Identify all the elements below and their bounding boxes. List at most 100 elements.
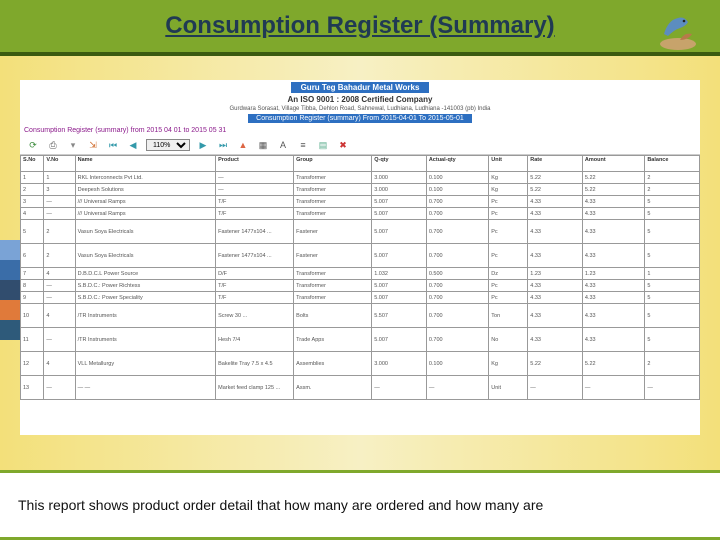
cell-bal: 5 [645, 208, 700, 220]
cell-rate: 1.23 [528, 268, 583, 280]
cell-prod: T/F [216, 280, 294, 292]
cell-vno: — [44, 376, 75, 400]
cell-name: /// Universal Ramps [75, 208, 216, 220]
zoom-select[interactable]: 110% [146, 139, 190, 151]
cell-aqty: — [426, 376, 488, 400]
cell-name: /TR Instruments [75, 304, 216, 328]
cell-bal: 2 [645, 172, 700, 184]
cell-name: /// Universal Ramps [75, 196, 216, 208]
font-icon[interactable]: A [276, 138, 290, 152]
cell-prod: Hesh 7/4 [216, 328, 294, 352]
cell-vno: — [44, 292, 75, 304]
cell-amt: 4.33 [582, 196, 644, 208]
cell-grp: Fastener [294, 220, 372, 244]
cell-unit: Kg [489, 172, 528, 184]
cell-amt: 4.33 [582, 292, 644, 304]
refresh-icon[interactable]: ⟳ [26, 138, 40, 152]
cell-sno: 6 [21, 244, 44, 268]
cell-rate: 4.33 [528, 208, 583, 220]
cell-aqty: 0.100 [426, 184, 488, 196]
report-toolbar: ⟳ ⎙ ▾ ⇲ ⏮ ◀ 110% ▶ ⏭ ▲ ▦ A ≡ ▤ ✖ [20, 136, 700, 155]
cell-qty: 5.007 [372, 244, 427, 268]
flame-icon[interactable]: ▲ [236, 138, 250, 152]
table-row: 11—/TR InstrumentsHesh 7/4Trade Apps5.00… [21, 328, 700, 352]
table-row: 23Deepesh Solutions—Transformer3.0000.10… [21, 184, 700, 196]
cell-qty: 5.007 [372, 280, 427, 292]
col-rate: Rate [528, 156, 583, 172]
last-page-icon[interactable]: ⏭ [216, 138, 230, 152]
side-stripes [0, 240, 20, 340]
table-row: 8—S.B.D.C.: Power RichtessT/FTransformer… [21, 280, 700, 292]
table-row: 4—/// Universal RampsT/FTransformer5.007… [21, 208, 700, 220]
col-amt: Amount [582, 156, 644, 172]
cell-qty: 1.032 [372, 268, 427, 280]
filter-icon[interactable]: ▾ [66, 138, 80, 152]
cell-unit: Pc [489, 244, 528, 268]
prev-page-icon[interactable]: ◀ [126, 138, 140, 152]
cell-unit: Pc [489, 220, 528, 244]
cell-bal: 5 [645, 328, 700, 352]
report-area: Guru Teg Bahadur Metal Works An ISO 9001… [20, 80, 700, 435]
cell-name: S.B.D.C.: Power Speciality [75, 292, 216, 304]
cell-grp: Bolts [294, 304, 372, 328]
register-title: Consumption Register (summary) From 2015… [248, 114, 472, 123]
cell-name: VLL Metallurgy [75, 352, 216, 376]
cell-grp: Transformer [294, 292, 372, 304]
cell-rate: 4.33 [528, 292, 583, 304]
cell-rate: 5.22 [528, 184, 583, 196]
cell-prod: D/F [216, 268, 294, 280]
table-icon[interactable]: ▤ [316, 138, 330, 152]
cell-grp: Assm. [294, 376, 372, 400]
cell-name: Deepesh Solutions [75, 184, 216, 196]
first-page-icon[interactable]: ⏮ [106, 138, 120, 152]
col-grp: Group [294, 156, 372, 172]
cell-grp: Transformer [294, 268, 372, 280]
cell-aqty: 0.700 [426, 292, 488, 304]
cell-amt: 5.22 [582, 184, 644, 196]
cell-sno: 7 [21, 268, 44, 280]
table-row: 9—S.B.D.C.: Power SpecialityT/FTransform… [21, 292, 700, 304]
cell-amt: 4.33 [582, 328, 644, 352]
cell-aqty: 0.700 [426, 196, 488, 208]
cell-rate: 4.33 [528, 220, 583, 244]
cell-sno: 3 [21, 196, 44, 208]
cell-aqty: 0.700 [426, 208, 488, 220]
cell-vno: 1 [44, 172, 75, 184]
cell-qty: 3.000 [372, 172, 427, 184]
next-page-icon[interactable]: ▶ [196, 138, 210, 152]
cell-rate: 4.33 [528, 328, 583, 352]
caption-text: This report shows product order detail t… [18, 497, 543, 513]
cell-bal: 5 [645, 220, 700, 244]
close-icon[interactable]: ✖ [336, 138, 350, 152]
cell-prod: — [216, 172, 294, 184]
cell-qty: 5.007 [372, 328, 427, 352]
print-icon[interactable]: ⎙ [46, 138, 60, 152]
cell-amt: 5.22 [582, 172, 644, 184]
grid-icon[interactable]: ▦ [256, 138, 270, 152]
cell-sno: 1 [21, 172, 44, 184]
toggle-icon[interactable]: ≡ [296, 138, 310, 152]
cell-amt: 5.22 [582, 352, 644, 376]
cell-grp: Assemblies [294, 352, 372, 376]
cell-amt: 4.33 [582, 220, 644, 244]
cell-vno: 2 [44, 220, 75, 244]
table-row: 11RKL Interconnects Pvt Ltd.—Transformer… [21, 172, 700, 184]
cell-bal: 5 [645, 280, 700, 292]
cell-name: — — [75, 376, 216, 400]
cell-bal: — [645, 376, 700, 400]
bird-logo [654, 4, 702, 52]
col-name: Name [75, 156, 216, 172]
cell-sno: 12 [21, 352, 44, 376]
cell-prod: Market feed clamp 125 ... [216, 376, 294, 400]
header-band: Consumption Register (Summary) [0, 0, 720, 56]
cell-grp: Transformer [294, 280, 372, 292]
cell-prod: Fastener 1477x104 ... [216, 220, 294, 244]
cell-grp: Transformer [294, 196, 372, 208]
cell-grp: Fastener [294, 244, 372, 268]
cell-sno: 5 [21, 220, 44, 244]
cell-rate: 4.33 [528, 196, 583, 208]
export-icon[interactable]: ⇲ [86, 138, 100, 152]
cell-unit: Pc [489, 292, 528, 304]
col-qty: Q-qty [372, 156, 427, 172]
cell-unit: No [489, 328, 528, 352]
